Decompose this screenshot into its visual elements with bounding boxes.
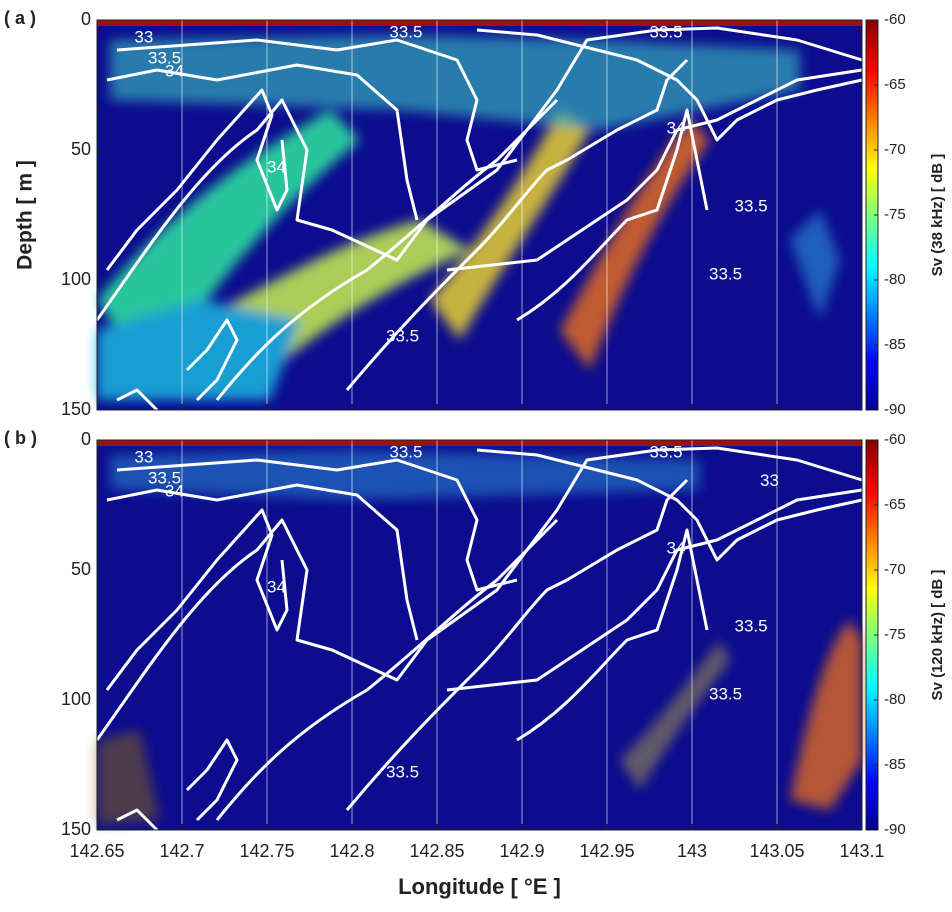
colorbar-tick-label: -90 — [884, 821, 906, 838]
colorbar-label: Sv (120 kHz) [ dB ] — [929, 570, 946, 701]
y-axis-label: Depth [ m ] — [14, 160, 37, 270]
contour-label: 33.5 — [650, 22, 683, 41]
plot-frame — [96, 19, 863, 411]
colorbar-tick-label: -80 — [884, 271, 906, 288]
contour-label: 34 — [667, 539, 686, 558]
y-tick-label: 50 — [71, 559, 91, 579]
contour-label: 33.5 — [386, 327, 419, 346]
x-tick-label: 142.75 — [239, 841, 294, 861]
contour-label: 33.5 — [389, 442, 422, 461]
surface-band — [97, 20, 862, 26]
colorbar-tick-label: -85 — [884, 336, 906, 353]
colorbar-tick-label: -75 — [884, 626, 906, 643]
y-tick-label: 100 — [61, 689, 91, 709]
contour-label: 33 — [760, 471, 779, 490]
colorbar-tick-label: -75 — [884, 206, 906, 223]
y-tick-label: 100 — [61, 269, 91, 289]
colorbar-tick-label: -65 — [884, 76, 906, 93]
colorbar-tick-label: -70 — [884, 141, 906, 158]
surface-band — [97, 440, 862, 446]
contour-label: 33.5 — [148, 48, 181, 67]
panel — [95, 20, 864, 412]
x-axis-label: Longitude [ °E ] — [398, 874, 561, 899]
contour-label: 33.5 — [389, 22, 422, 41]
contour-label: 33.5 — [650, 442, 683, 461]
contour-label: 33.5 — [735, 197, 768, 216]
y-tick-label: 50 — [71, 139, 91, 159]
echo-texture — [97, 450, 862, 825]
contour-label: 33.5 — [709, 684, 742, 703]
x-tick-label: 143.1 — [839, 841, 884, 861]
x-tick-label: 142.85 — [409, 841, 464, 861]
y-tick-label: 150 — [61, 399, 91, 419]
contour-label: 34 — [165, 481, 184, 500]
contour-label: 33 — [134, 28, 153, 47]
panel-label: ( b ) — [4, 428, 37, 448]
x-tick-label: 142.95 — [579, 841, 634, 861]
contour-label: 34 — [267, 578, 286, 597]
contour-label: 33.5 — [735, 617, 768, 636]
colorbar-tick-label: -85 — [884, 756, 906, 773]
x-tick-label: 143 — [677, 841, 707, 861]
contour-label: 34 — [165, 61, 184, 80]
colorbar-label: Sv (38 kHz) [ dB ] — [929, 154, 946, 277]
x-tick-label: 142.8 — [329, 841, 374, 861]
contour-label: 34 — [267, 158, 286, 177]
x-tick-label: 142.65 — [69, 841, 124, 861]
x-tick-label: 142.9 — [499, 841, 544, 861]
echo-texture — [97, 35, 840, 400]
y-tick-label: 0 — [81, 9, 91, 29]
contour-label: 33.5 — [709, 264, 742, 283]
panel — [95, 440, 864, 832]
colorbar-tick-label: -65 — [884, 496, 906, 513]
colorbar-tick-label: -80 — [884, 691, 906, 708]
colorbar-tick-label: -70 — [884, 561, 906, 578]
plot-frame — [96, 439, 863, 831]
colorbar-tick-label: -60 — [884, 11, 906, 28]
contour-label: 34 — [667, 119, 686, 138]
contour-label: 33.5 — [386, 762, 419, 781]
plot-background — [97, 440, 862, 830]
contour-label: 33 — [134, 448, 153, 467]
colorbar-tick-label: -60 — [884, 431, 906, 448]
x-tick-label: 142.7 — [159, 841, 204, 861]
x-tick-label: 143.05 — [749, 841, 804, 861]
contour-label: 33.5 — [148, 468, 181, 487]
panel-label: ( a ) — [4, 8, 36, 28]
colorbar-tick-label: -90 — [884, 401, 906, 418]
y-tick-label: 0 — [81, 429, 91, 449]
y-tick-label: 150 — [61, 819, 91, 839]
